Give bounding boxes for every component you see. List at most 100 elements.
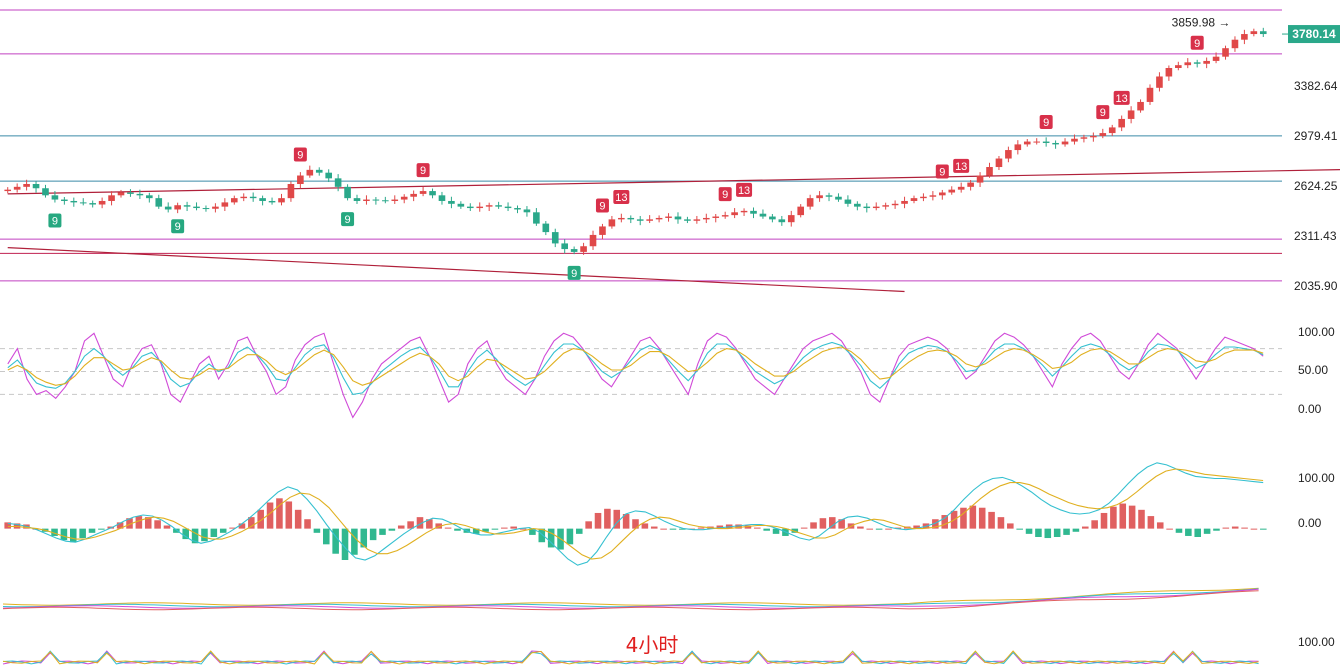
candle[interactable] [429, 188, 436, 199]
candle[interactable] [268, 197, 276, 205]
candle[interactable] [1156, 72, 1163, 92]
candle[interactable] [806, 194, 814, 210]
candle[interactable] [1259, 27, 1267, 38]
candle[interactable] [155, 194, 163, 209]
candle[interactable] [372, 197, 380, 205]
candle[interactable] [1184, 58, 1192, 69]
candle[interactable] [561, 239, 569, 254]
candle[interactable] [967, 180, 974, 191]
candle[interactable] [835, 193, 842, 202]
candle[interactable] [363, 195, 370, 205]
candle[interactable] [476, 202, 484, 212]
candle[interactable] [353, 194, 361, 204]
candle[interactable] [759, 209, 767, 219]
candle[interactable] [315, 167, 323, 176]
candle[interactable] [438, 191, 446, 205]
candle[interactable] [287, 181, 295, 202]
candle[interactable] [816, 191, 823, 202]
candle[interactable] [230, 195, 238, 205]
candle[interactable] [901, 196, 908, 209]
candle[interactable] [221, 198, 229, 212]
candle[interactable] [448, 196, 455, 209]
candle[interactable] [599, 223, 606, 240]
candle[interactable] [1071, 134, 1078, 145]
candle[interactable] [1033, 138, 1041, 145]
candle[interactable] [146, 192, 153, 203]
candle[interactable] [344, 184, 351, 201]
candle[interactable] [79, 198, 87, 206]
candle[interactable] [618, 213, 625, 223]
candle[interactable] [891, 200, 899, 209]
candle[interactable] [882, 202, 889, 210]
candle[interactable] [1052, 140, 1059, 149]
candle[interactable] [240, 193, 248, 202]
candle[interactable] [419, 186, 427, 197]
candlestick-series[interactable] [4, 27, 1267, 255]
candle[interactable] [1090, 132, 1097, 142]
candle[interactable] [1127, 106, 1135, 124]
candle[interactable] [13, 183, 21, 193]
candle[interactable] [570, 246, 578, 255]
candle[interactable] [325, 169, 332, 183]
candle[interactable] [259, 195, 266, 206]
candle[interactable] [1175, 61, 1182, 71]
candle[interactable] [98, 197, 106, 209]
candle[interactable] [1231, 36, 1239, 52]
candle[interactable] [920, 193, 927, 202]
candle[interactable] [183, 201, 191, 212]
candle[interactable] [872, 202, 880, 211]
candle[interactable] [948, 186, 956, 195]
candle[interactable] [297, 172, 304, 189]
candle[interactable] [646, 215, 653, 224]
candle[interactable] [1212, 52, 1220, 64]
candle[interactable] [721, 211, 729, 219]
candle[interactable] [825, 192, 833, 202]
candle[interactable] [193, 202, 200, 211]
candle[interactable] [1099, 128, 1107, 139]
candle[interactable] [212, 203, 219, 213]
candle[interactable] [164, 202, 172, 213]
candle[interactable] [400, 194, 408, 204]
candle[interactable] [542, 221, 550, 236]
candle[interactable] [929, 191, 937, 201]
candle[interactable] [1014, 140, 1022, 155]
candle[interactable] [1108, 124, 1116, 137]
candle[interactable] [863, 203, 871, 213]
candle[interactable] [740, 208, 748, 216]
candle[interactable] [136, 189, 144, 199]
candle[interactable] [1042, 137, 1050, 147]
candle[interactable] [457, 201, 465, 209]
candle[interactable] [466, 203, 474, 212]
candle[interactable] [1118, 115, 1125, 132]
candle[interactable] [580, 242, 587, 255]
candle[interactable] [844, 195, 852, 207]
candle[interactable] [117, 189, 125, 198]
candle[interactable] [636, 215, 644, 226]
candle[interactable] [787, 210, 795, 227]
candle[interactable] [174, 202, 181, 214]
candle[interactable] [712, 213, 720, 223]
candle[interactable] [70, 197, 78, 207]
candle[interactable] [42, 184, 49, 198]
candle[interactable] [551, 228, 559, 248]
candle[interactable] [514, 205, 521, 214]
candle[interactable] [1023, 139, 1031, 147]
candle[interactable] [939, 189, 946, 200]
candle[interactable] [382, 196, 389, 204]
candle[interactable] [1080, 134, 1088, 143]
candle[interactable] [976, 172, 984, 187]
candle[interactable] [693, 215, 701, 224]
candle[interactable] [127, 189, 134, 197]
candle[interactable] [1193, 59, 1201, 68]
candle[interactable] [957, 182, 965, 193]
candle[interactable] [986, 162, 993, 178]
candle[interactable] [306, 165, 314, 178]
candle[interactable] [910, 195, 918, 204]
candle[interactable] [202, 205, 210, 212]
candle[interactable] [523, 206, 531, 217]
candle[interactable] [589, 230, 597, 250]
candle[interactable] [1146, 84, 1154, 105]
candle[interactable] [1222, 45, 1229, 60]
candle[interactable] [89, 200, 96, 208]
candle[interactable] [627, 215, 635, 224]
